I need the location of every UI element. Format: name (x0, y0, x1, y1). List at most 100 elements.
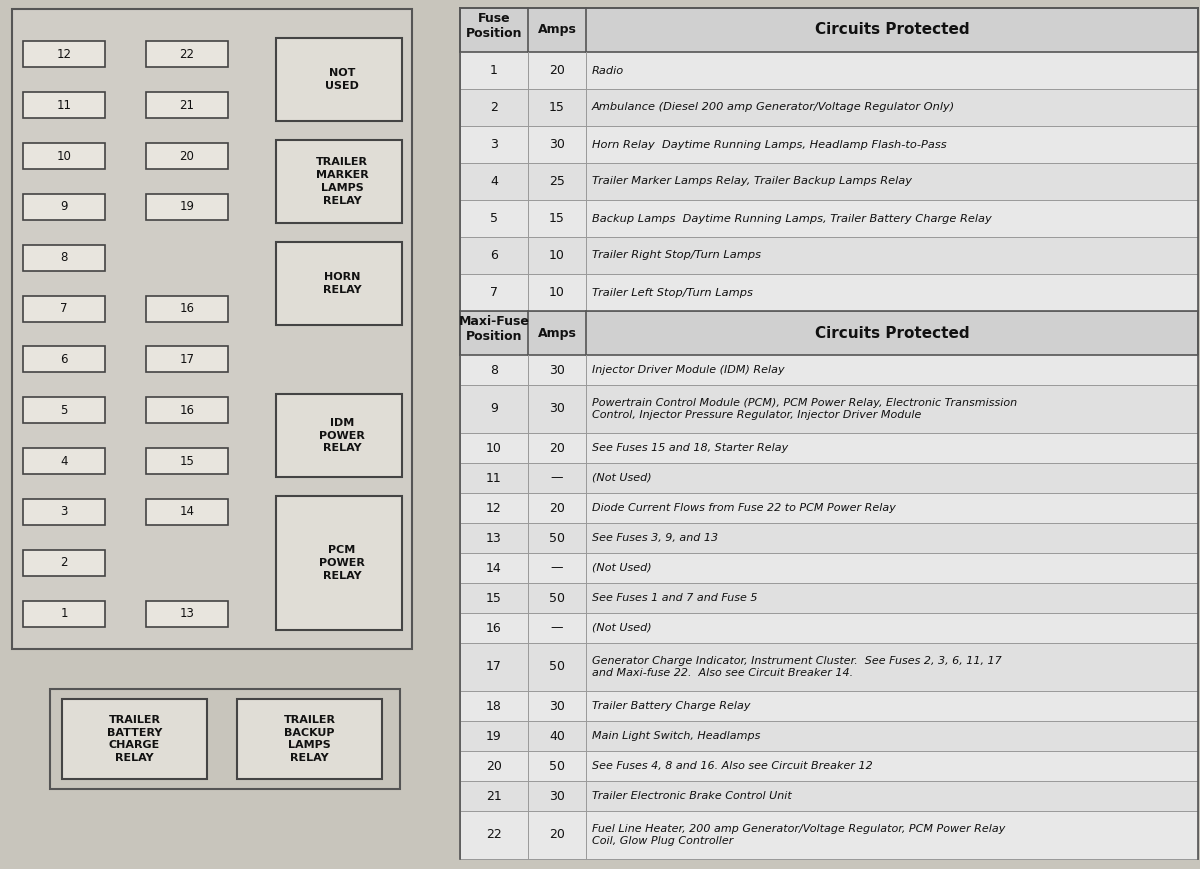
Text: TRAILER
BACKUP
LAMPS
RELAY: TRAILER BACKUP LAMPS RELAY (283, 715, 336, 763)
Text: 30: 30 (550, 402, 565, 415)
Text: Circuits Protected: Circuits Protected (815, 326, 970, 341)
Text: Horn Relay  Daytime Running Lamps, Headlamp Flash-to-Pass: Horn Relay Daytime Running Lamps, Headla… (592, 140, 947, 149)
Text: Generator Charge Indicator, Instrument Cluster.  See Fuses 2, 3, 6, 11, 17
and M: Generator Charge Indicator, Instrument C… (592, 656, 1002, 678)
Text: See Fuses 15 and 18, Starter Relay: See Fuses 15 and 18, Starter Relay (592, 443, 788, 453)
Text: 30: 30 (550, 138, 565, 151)
Text: 50: 50 (550, 760, 565, 773)
Text: 13: 13 (486, 532, 502, 545)
Text: 5: 5 (490, 212, 498, 225)
Text: 7: 7 (490, 286, 498, 299)
Text: 10: 10 (550, 249, 565, 262)
Text: 15: 15 (486, 592, 502, 605)
Bar (460, 691, 1198, 721)
Text: 21: 21 (180, 99, 194, 112)
Bar (460, 237, 1198, 274)
Text: 30: 30 (550, 790, 565, 802)
Text: 16: 16 (180, 404, 194, 417)
Text: 50: 50 (550, 532, 565, 545)
Text: 3: 3 (490, 138, 498, 151)
Text: Trailer Battery Charge Relay: Trailer Battery Charge Relay (592, 701, 750, 711)
Bar (146, 600, 228, 627)
Text: 20: 20 (180, 149, 194, 163)
Text: 10: 10 (550, 286, 565, 299)
Text: 9: 9 (60, 201, 67, 214)
Text: 15: 15 (550, 101, 565, 114)
Text: 7: 7 (60, 302, 67, 315)
Bar (276, 496, 402, 629)
Bar (276, 38, 402, 122)
Text: 20: 20 (550, 441, 565, 454)
Bar (460, 355, 1198, 385)
Text: 1: 1 (490, 64, 498, 77)
Text: Amps: Amps (538, 23, 576, 36)
Text: Backup Lamps  Daytime Running Lamps, Trailer Battery Charge Relay: Backup Lamps Daytime Running Lamps, Trai… (592, 214, 991, 223)
Text: Trailer Right Stop/Turn Lamps: Trailer Right Stop/Turn Lamps (592, 250, 761, 261)
Text: 21: 21 (486, 790, 502, 802)
Text: 3: 3 (60, 506, 67, 519)
Bar (460, 721, 1198, 751)
Bar (276, 140, 402, 223)
Text: PCM
POWER
RELAY: PCM POWER RELAY (319, 545, 365, 580)
Text: 4: 4 (60, 454, 67, 468)
Bar (460, 811, 1198, 859)
Bar (460, 8, 1198, 52)
Text: 25: 25 (550, 175, 565, 188)
Text: 15: 15 (180, 454, 194, 468)
Bar (146, 397, 228, 423)
Bar (23, 194, 106, 220)
Text: 19: 19 (180, 201, 194, 214)
Text: 14: 14 (486, 561, 502, 574)
Text: 10: 10 (56, 149, 72, 163)
Text: 22: 22 (486, 828, 502, 841)
Text: 17: 17 (486, 660, 502, 673)
Bar (238, 699, 382, 779)
Text: 2: 2 (60, 556, 67, 569)
Bar (460, 553, 1198, 583)
Text: TRAILER
BATTERY
CHARGE
RELAY: TRAILER BATTERY CHARGE RELAY (107, 715, 162, 763)
Bar (460, 385, 1198, 433)
Text: HORN
RELAY: HORN RELAY (323, 272, 361, 295)
Text: 14: 14 (180, 506, 194, 519)
Text: 16: 16 (486, 621, 502, 634)
Bar (460, 643, 1198, 691)
Text: Trailer Marker Lamps Relay, Trailer Backup Lamps Relay: Trailer Marker Lamps Relay, Trailer Back… (592, 176, 912, 187)
Bar (23, 347, 106, 373)
Text: 20: 20 (550, 828, 565, 841)
Bar (12, 9, 412, 649)
Text: Maxi-Fuse
Position: Maxi-Fuse Position (458, 315, 529, 343)
Bar (146, 92, 228, 118)
Bar (460, 311, 1198, 355)
Bar (23, 245, 106, 271)
Text: 10: 10 (486, 441, 502, 454)
Bar (23, 92, 106, 118)
Text: 11: 11 (486, 472, 502, 485)
Bar (23, 550, 106, 576)
Bar (23, 600, 106, 627)
Text: (Not Used): (Not Used) (592, 623, 652, 633)
Text: See Fuses 1 and 7 and Fuse 5: See Fuses 1 and 7 and Fuse 5 (592, 593, 757, 603)
Text: 6: 6 (490, 249, 498, 262)
Bar (146, 448, 228, 474)
Text: 17: 17 (180, 353, 194, 366)
Text: Amps: Amps (538, 327, 576, 340)
Text: 15: 15 (550, 212, 565, 225)
Text: 22: 22 (180, 48, 194, 61)
Bar (23, 499, 106, 525)
Text: 9: 9 (490, 402, 498, 415)
Text: 20: 20 (550, 501, 565, 514)
Text: —: — (551, 561, 563, 574)
Bar (23, 448, 106, 474)
Bar (276, 395, 402, 477)
Text: 18: 18 (486, 700, 502, 713)
Text: 20: 20 (550, 64, 565, 77)
Text: Diode Current Flows from Fuse 22 to PCM Power Relay: Diode Current Flows from Fuse 22 to PCM … (592, 503, 896, 513)
Text: 5: 5 (60, 404, 67, 417)
Text: —: — (551, 472, 563, 485)
Bar (460, 52, 1198, 89)
Bar (146, 295, 228, 322)
Text: 1: 1 (60, 607, 67, 620)
Text: Trailer Electronic Brake Control Unit: Trailer Electronic Brake Control Unit (592, 791, 792, 801)
Text: 50: 50 (550, 660, 565, 673)
Text: 12: 12 (56, 48, 72, 61)
Text: 30: 30 (550, 700, 565, 713)
